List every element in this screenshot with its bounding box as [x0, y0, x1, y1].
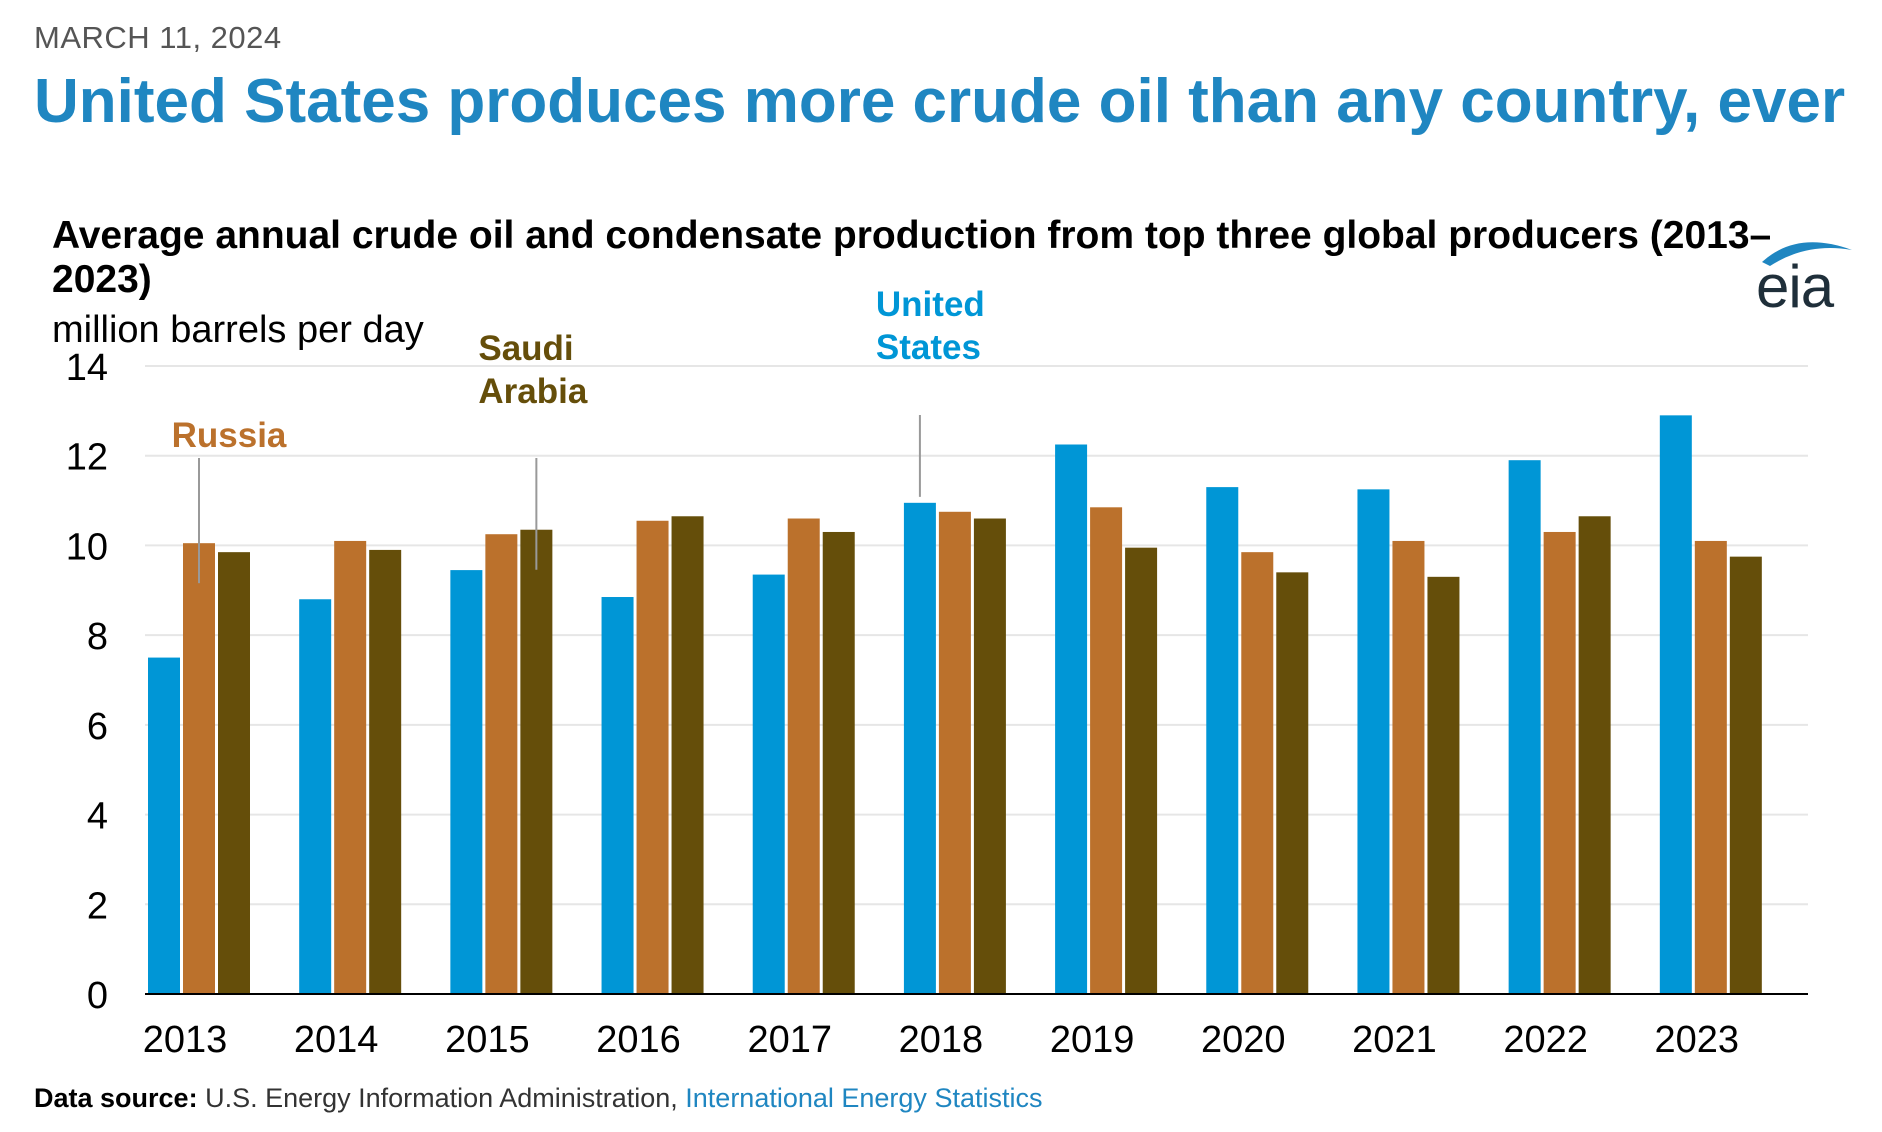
bar-saudi-arabia-2013 — [218, 552, 250, 994]
annotation-label-united-states: States — [876, 328, 981, 367]
annotation-label-saudi-arabia: Arabia — [478, 372, 587, 411]
data-source-text: U.S. Energy Information Administration, — [197, 1083, 686, 1113]
bar-united-states-2018 — [903, 502, 936, 994]
bar-russia-2021 — [1392, 540, 1425, 994]
x-tick-label: 2019 — [1050, 1019, 1135, 1061]
bar-united-states-2020 — [1206, 487, 1239, 994]
x-tick-label: 2018 — [899, 1019, 984, 1061]
bar-russia-2022 — [1543, 531, 1576, 994]
eia-logo-swoosh-icon — [1762, 242, 1852, 266]
x-tick-label: 2020 — [1201, 1019, 1286, 1061]
bar-saudi-arabia-2019 — [1125, 547, 1158, 994]
bar-russia-2014 — [334, 540, 367, 994]
bar-russia-2016 — [636, 520, 669, 994]
bar-united-states-2013 — [148, 657, 180, 994]
bar-saudi-arabia-2016 — [671, 516, 704, 994]
bar-united-states-2019 — [1055, 444, 1088, 994]
y-tick-label: 14 — [66, 347, 108, 389]
bar-russia-2013 — [183, 543, 215, 994]
bar-saudi-arabia-2014 — [369, 549, 402, 994]
bar-russia-2015 — [485, 534, 518, 994]
publication-date: MARCH 11, 2024 — [34, 20, 282, 55]
bar-russia-2018 — [938, 511, 971, 994]
x-tick-label: 2017 — [747, 1019, 832, 1061]
bar-united-states-2014 — [299, 599, 332, 994]
x-tick-label: 2023 — [1655, 1019, 1740, 1061]
x-tick-label: 2022 — [1503, 1019, 1588, 1061]
x-tick-label: 2021 — [1352, 1019, 1437, 1061]
data-source-label: Data source: — [34, 1083, 198, 1113]
y-axis-label: million barrels per day — [52, 309, 424, 351]
bar-united-states-2015 — [450, 570, 483, 994]
data-source: Data source: U.S. Energy Information Adm… — [34, 1083, 1042, 1114]
y-tick-label: 6 — [87, 706, 108, 748]
bar-saudi-arabia-2023 — [1729, 556, 1762, 994]
x-tick-label: 2014 — [294, 1019, 379, 1061]
eia-logo[interactable]: eia — [1752, 222, 1862, 320]
bar-saudi-arabia-2021 — [1427, 576, 1460, 994]
bar-russia-2020 — [1241, 552, 1274, 994]
x-tick-label: 2016 — [596, 1019, 681, 1061]
headline: United States produces more crude oil th… — [34, 67, 1846, 136]
data-source-link[interactable]: International Energy Statistics — [685, 1083, 1043, 1113]
x-tick-label: 2015 — [445, 1019, 530, 1061]
bar-russia-2017 — [787, 518, 820, 994]
y-tick-label: 0 — [87, 975, 108, 1017]
x-tick-label: 2013 — [143, 1019, 228, 1061]
bar-saudi-arabia-2022 — [1578, 516, 1611, 994]
y-tick-label: 12 — [66, 437, 108, 479]
annotation-label-saudi-arabia: Saudi — [478, 329, 573, 368]
bar-united-states-2017 — [752, 574, 785, 994]
bar-saudi-arabia-2015 — [520, 529, 553, 994]
bar-russia-2019 — [1090, 507, 1123, 994]
y-tick-label: 8 — [87, 616, 108, 658]
bar-saudi-arabia-2018 — [973, 518, 1006, 994]
annotation-label-united-states: United — [876, 285, 985, 324]
bar-united-states-2021 — [1357, 489, 1390, 994]
bar-saudi-arabia-2020 — [1276, 572, 1309, 994]
y-tick-label: 2 — [87, 885, 108, 927]
y-tick-label: 10 — [66, 526, 108, 568]
bar-russia-2023 — [1694, 540, 1727, 994]
y-tick-label: 4 — [87, 796, 108, 838]
annotation-label-russia: Russia — [172, 416, 287, 455]
bar-united-states-2022 — [1508, 460, 1541, 994]
bar-united-states-2023 — [1659, 415, 1692, 994]
bar-saudi-arabia-2017 — [822, 531, 855, 994]
eia-logo-text: eia — [1756, 253, 1834, 320]
bar-united-states-2016 — [601, 597, 634, 994]
chart-title: Average annual crude oil and condensate … — [52, 214, 1772, 301]
